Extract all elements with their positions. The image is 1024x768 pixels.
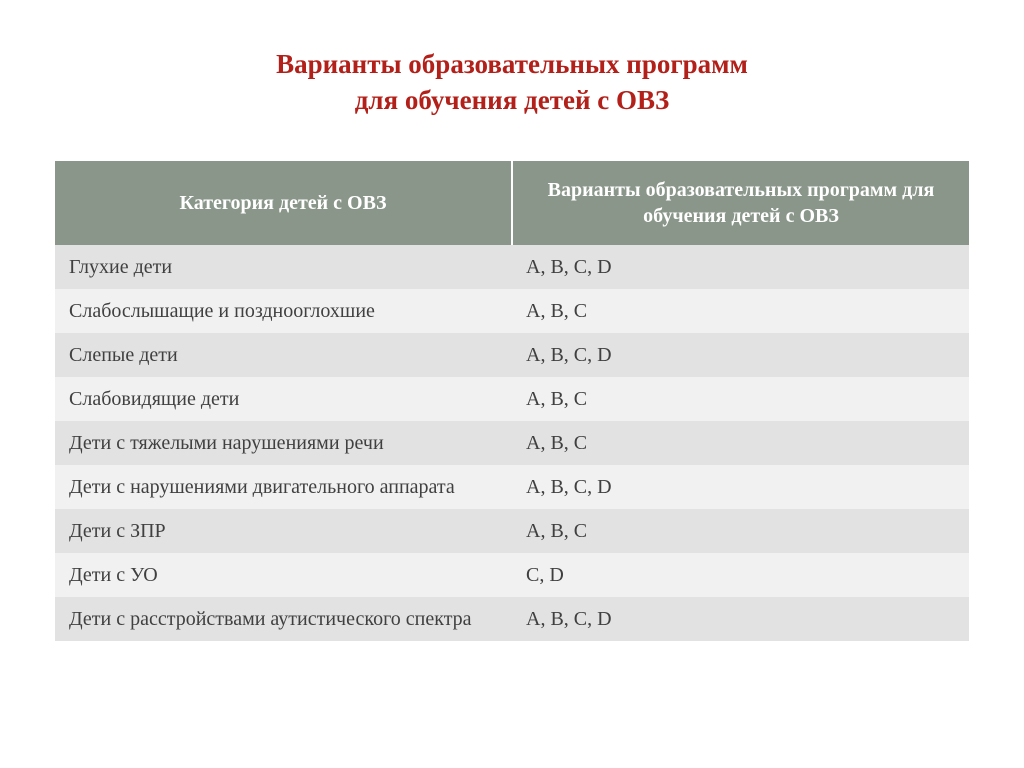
cell-category: Дети с тяжелыми нарушениями речи <box>55 421 512 465</box>
slide-container: Варианты образовательных программ для об… <box>0 0 1024 641</box>
table-body: Глухие дети A, B, C, D Слабослышащие и п… <box>55 245 969 641</box>
cell-variants: A, B, C <box>512 421 969 465</box>
page-title: Варианты образовательных программ для об… <box>55 46 969 119</box>
cell-variants: A, B, C, D <box>512 245 969 289</box>
cell-category: Глухие дети <box>55 245 512 289</box>
table-row: Дети с УО C, D <box>55 553 969 597</box>
cell-category: Дети с нарушениями двигательного аппарат… <box>55 465 512 509</box>
cell-variants: A, B, C <box>512 289 969 333</box>
programs-table: Категория детей с ОВЗ Варианты образоват… <box>55 161 969 641</box>
table-row: Слабовидящие дети A, B, C <box>55 377 969 421</box>
cell-variants: A, B, C <box>512 377 969 421</box>
table-row: Глухие дети A, B, C, D <box>55 245 969 289</box>
cell-category: Слабовидящие дети <box>55 377 512 421</box>
table-header-variants: Варианты образовательных программ для об… <box>512 161 969 245</box>
table-row: Дети с тяжелыми нарушениями речи A, B, C <box>55 421 969 465</box>
table-row: Дети с ЗПР A, B, C <box>55 509 969 553</box>
table-row: Слепые дети A, B, C, D <box>55 333 969 377</box>
cell-category: Дети с ЗПР <box>55 509 512 553</box>
cell-variants: C, D <box>512 553 969 597</box>
table-row: Дети с расстройствами аутистического спе… <box>55 597 969 641</box>
table-header-row: Категория детей с ОВЗ Варианты образоват… <box>55 161 969 245</box>
title-line-2: для обучения детей с ОВЗ <box>355 85 670 115</box>
cell-category: Дети с расстройствами аутистического спе… <box>55 597 512 641</box>
table-header-category: Категория детей с ОВЗ <box>55 161 512 245</box>
cell-variants: A, B, C <box>512 509 969 553</box>
cell-category: Слабослышащие и позднооглохшие <box>55 289 512 333</box>
cell-variants: A, B, C, D <box>512 333 969 377</box>
table-row: Слабослышащие и позднооглохшие A, B, C <box>55 289 969 333</box>
table-row: Дети с нарушениями двигательного аппарат… <box>55 465 969 509</box>
cell-variants: A, B, C, D <box>512 465 969 509</box>
title-line-1: Варианты образовательных программ <box>276 49 748 79</box>
cell-category: Дети с УО <box>55 553 512 597</box>
cell-variants: A, B, C, D <box>512 597 969 641</box>
cell-category: Слепые дети <box>55 333 512 377</box>
